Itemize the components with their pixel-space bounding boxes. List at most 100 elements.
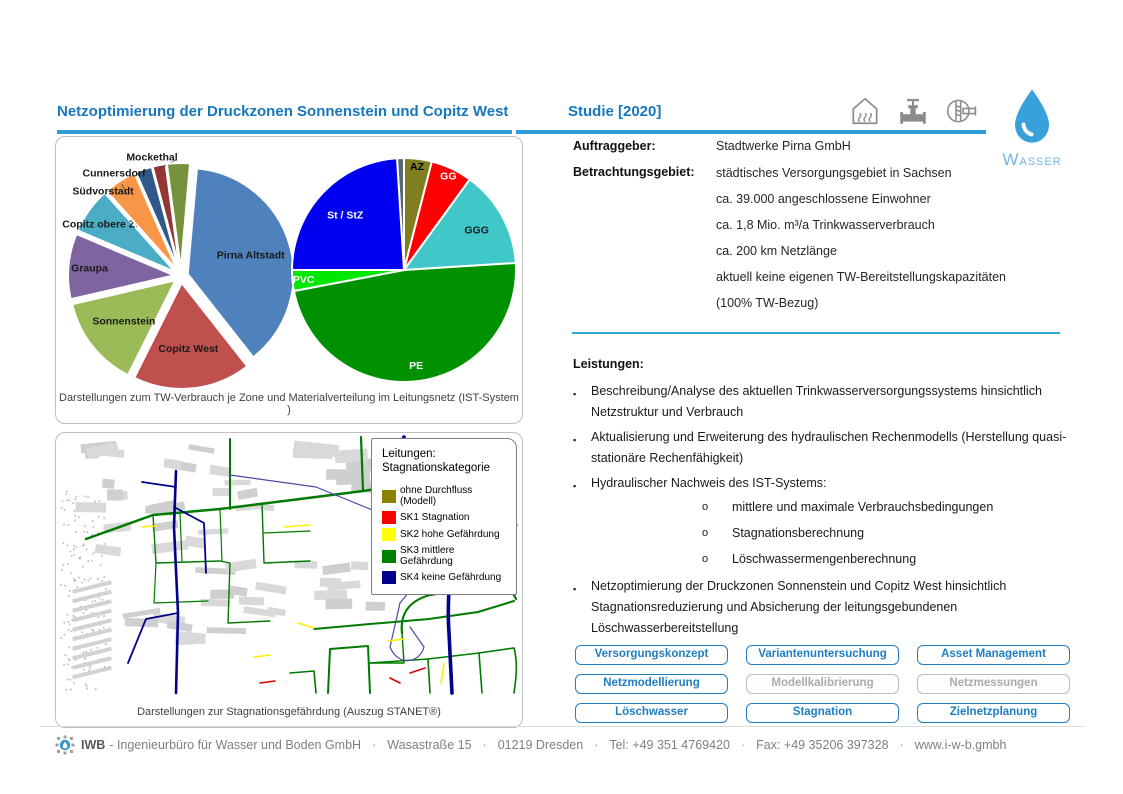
pie-slice-copitz-obere-zone (76, 191, 177, 273)
pie-label-mockethal: Mockethal (126, 152, 177, 164)
pie-slice-pirna-altstadt (186, 167, 295, 359)
pie-label-pirna-altstadt: Pirna Altstadt (217, 250, 285, 262)
legend-item-sk3-mittlere-gef-hrdung: SK3 mittlere Gefährdung (382, 545, 510, 567)
header-icon-row (848, 94, 978, 128)
pie-slice-mockethal (151, 162, 181, 270)
pie-slice-s-dvorstadt (105, 171, 179, 271)
legend-label: ohne Durchfluss (Modell) (400, 485, 473, 507)
pie-slice-graupa (67, 232, 178, 301)
pie-label-s-dvorstadt: Südvorstadt (72, 186, 134, 198)
footer-website-link[interactable]: www.i-w-b.gmbh (914, 738, 1007, 752)
header-rule-left (57, 130, 512, 134)
pie-label-sonnenstein: Sonnenstein (92, 315, 155, 327)
service-text: Aktualisierung und Erweiterung des hydra… (591, 430, 1067, 465)
area-line: ca. 39.000 angeschlossene Einwohner (716, 192, 931, 206)
pie-slice-sonnenstein (71, 278, 178, 377)
map-legend: Leitungen: Stagnationskategorie ohne Dur… (371, 438, 517, 595)
bullet-circle-icon: o (702, 553, 709, 565)
client-value: Stadtwerke Pirna GmbH (716, 139, 851, 153)
map-figure-caption: Darstellungen zur Stagnationsgefährdung … (137, 706, 441, 718)
house-heating-icon (848, 94, 882, 128)
tag-button-asset-management[interactable]: Asset Management (917, 645, 1070, 665)
legend-label: SK4 keine Gefährdung (400, 572, 502, 583)
footer-contact-items: · Wasastraße 15 · 01219 Dresden · Tel: +49 35… (361, 738, 1006, 752)
water-meter-icon (944, 94, 978, 128)
tag-button-versorgungskonzept[interactable]: Versorgungskonzept (575, 645, 728, 665)
service-sub-item: o Stagnationsberechnung (591, 520, 993, 546)
pie-slice-copitz-west (132, 281, 249, 390)
legend-swatch (382, 489, 396, 503)
pie-slice-st-stz (290, 157, 406, 271)
service-text: Hydraulischer Nachweis des IST-Systems: (591, 476, 827, 490)
tag-button-l-schwasser[interactable]: Löschwasser (575, 703, 728, 723)
pie-charts-panel: Pirna Altstadt Copitz West Sonnenstein Grau… (55, 136, 523, 424)
footer-divider (40, 726, 1085, 727)
iwb-logo-icon (55, 735, 75, 755)
footer-company: - Ingenieurbüro für Wasser und Boden Gmb… (109, 738, 362, 752)
area-line: (100% TW-Bezug) (716, 296, 819, 310)
pie-label-gg: GG (440, 170, 456, 182)
service-sub-text: Stagnationsberechnung (732, 526, 865, 540)
footer-separator: · (482, 738, 487, 752)
area-description-lines: städtisches Versorgungsgebiet in Sachsen… (716, 160, 1076, 316)
pie-label-copitz-obere-zone: Copitz obere Zone (62, 218, 154, 230)
service-sub-text: Löschwassermengenberechnung (732, 552, 917, 566)
footer-brand: IWB (81, 738, 106, 752)
area-label: Betrachtungsgebiet: (573, 165, 695, 179)
pie-label-ggg: GGG (464, 225, 489, 237)
service-sub-item: o Löschwassermengenberechnung (591, 546, 993, 572)
client-label: Auftraggeber: (573, 139, 656, 153)
service-item: ▪ Aktualisierung und Erweiterung des hydr… (573, 427, 1070, 469)
legend-label: SK1 Stagnation (400, 512, 470, 523)
wasser-logo: WASSER (994, 88, 1070, 170)
footer-contact-item: 01219 Dresden (497, 738, 584, 752)
bullet-square-icon: ▪ (573, 389, 577, 399)
header-rule-right (516, 130, 986, 134)
legend-swatch (382, 528, 396, 541)
legend-item-sk1-stagnation: SK1 Stagnation (382, 511, 510, 524)
pie-label-graupa: Graupa (71, 262, 108, 274)
footer-contact-item: Wasastraße 15 (387, 738, 472, 752)
tag-button-netzmodellierung[interactable]: Netzmodellierung (575, 674, 728, 694)
legend-item-sk2-hohe-gef-hrdung: SK2 hohe Gefährdung (382, 528, 510, 541)
water-drop-icon (1015, 89, 1049, 143)
pie-slice-pe (292, 261, 517, 383)
legend-label: SK3 mittlere Gefährdung (400, 545, 455, 567)
service-text: Beschreibung/Analyse des aktuellen Trink… (591, 384, 1042, 419)
service-item: ▪ Netzoptimierung der Druckzonen Sonnenst… (573, 576, 1070, 639)
pie-label-pvc: PVC (293, 274, 315, 286)
study-year-tag: Studie [2020] (568, 103, 662, 120)
service-item: ▪ Hydraulischer Nachweis des IST-Systems:… (573, 473, 1070, 572)
pie-slice-ggg (401, 177, 517, 272)
stagnation-map-panel: Leitungen: Stagnationskategorie ohne Dur… (55, 432, 523, 728)
service-item: ▪ Beschreibung/Analyse des aktuellen Trin… (573, 381, 1070, 423)
legend-item-sk4-keine-gef-hrdung: SK4 keine Gefährdung (382, 571, 510, 584)
bullet-square-icon: ▪ (573, 481, 577, 491)
footer-separator: · (899, 738, 904, 752)
tag-button-stagnation[interactable]: Stagnation (746, 703, 899, 723)
legend-item-ohne-durchfluss-modell: ohne Durchfluss (Modell) (382, 485, 510, 507)
pie-figure-caption: Darstellungen zum TW-Verbrauch je Zone u… (59, 392, 519, 416)
pie-label-pe: PE (409, 360, 423, 372)
tag-button-zielnetzplanung[interactable]: Zielnetzplanung (917, 703, 1070, 723)
footer-separator: · (372, 738, 377, 752)
network-map (60, 435, 518, 695)
bullet-square-icon: ▪ (573, 435, 577, 445)
footer-contact-item: Tel: +49 351 4769420 (609, 738, 730, 752)
tag-button-variantenuntersuchung[interactable]: Variantenuntersuchung (746, 645, 899, 665)
footer-separator: · (740, 738, 746, 752)
brand-word: WASSER (1002, 150, 1062, 169)
footer: IWB - Ingenieurbüro für Wasser und Boden… (55, 735, 1006, 755)
legend-label: SK2 hohe Gefährdung (400, 529, 500, 540)
pie-label-az: AZ (410, 161, 425, 173)
area-line: aktuell keine eigenen TW-Bereitstellungs… (716, 270, 1006, 284)
tag-button-modellkalibrierung: Modellkalibrierung (746, 674, 899, 694)
area-line: ca. 200 km Netzlänge (716, 244, 837, 258)
services-list: ▪ Beschreibung/Analyse des aktuellen Trin… (573, 381, 1070, 643)
area-line: ca. 1,8 Mio. m³/a Trinkwasserverbrauch (716, 218, 935, 232)
services-heading: Leistungen: (573, 357, 644, 371)
pie-chart-consumption-by-zone: Pirna Altstadt Copitz West Sonnenstein Grau… (62, 152, 295, 390)
legend-swatch (382, 549, 396, 563)
